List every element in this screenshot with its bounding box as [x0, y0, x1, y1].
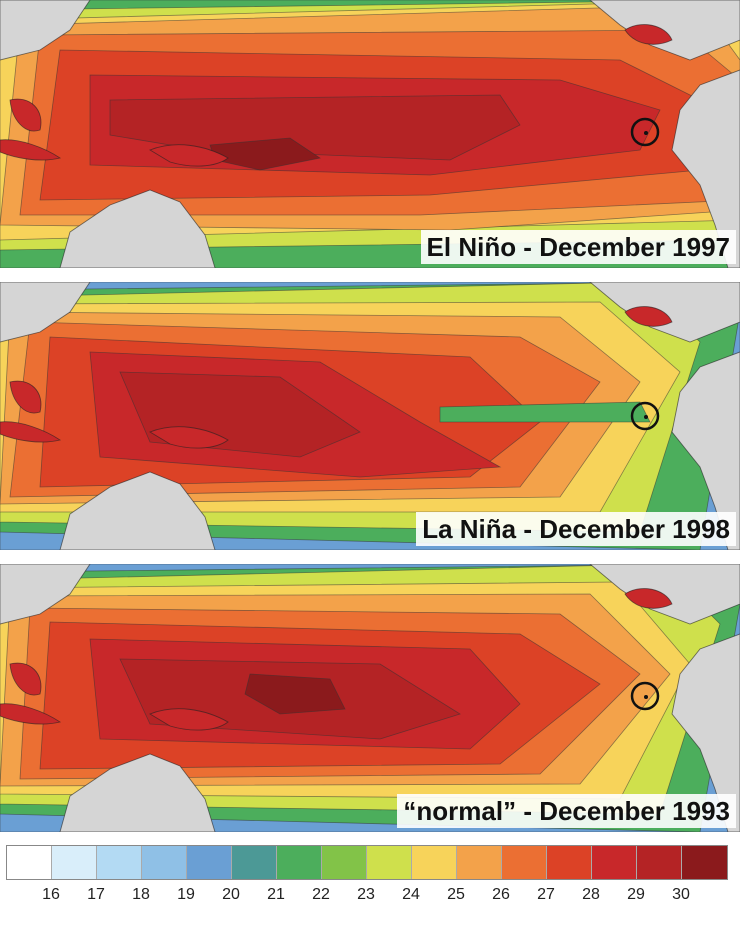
scale-swatch [502, 846, 547, 879]
australia-landmass [59, 189, 216, 268]
caribbean-islands [624, 306, 673, 327]
temperature-color-scale: 16 17 18 19 20 21 22 23 24 25 26 27 28 29 30 [6, 845, 734, 915]
scale-swatch [7, 846, 52, 879]
galapagos-circle-marker [630, 117, 660, 147]
scale-tick-label: 22 [312, 886, 330, 903]
scale-swatch [637, 846, 682, 879]
new-guinea-landmass [148, 426, 229, 449]
scale-tick-label: 26 [492, 886, 510, 903]
caribbean-islands [624, 24, 673, 45]
scale-swatch [52, 846, 97, 879]
java-island [0, 139, 62, 161]
sst-band-31 [244, 673, 346, 715]
sst-map-normal [0, 564, 740, 832]
scale-tick-label: 25 [447, 886, 465, 903]
color-scale-bar [6, 845, 728, 880]
panel-label-normal: “normal” - December 1993 [397, 794, 736, 828]
scale-tick-label: 28 [582, 886, 600, 903]
map-panel-el-nino: El Niño - December 1997 [0, 0, 740, 268]
australia-landmass [59, 753, 216, 832]
panel-label-la-nina: La Niña - December 1998 [416, 512, 736, 546]
americas-landmass [671, 351, 740, 550]
americas-landmass [671, 69, 740, 268]
scale-swatch [97, 846, 142, 879]
map-panel-la-nina: La Niña - December 1998 [0, 282, 740, 550]
caribbean-islands [624, 588, 673, 609]
scale-swatch [277, 846, 322, 879]
galapagos-circle-marker [630, 401, 660, 431]
borneo-island [9, 662, 42, 696]
scale-tick-label: 29 [627, 886, 645, 903]
scale-tick-label: 16 [42, 886, 60, 903]
scale-swatch [322, 846, 367, 879]
scale-swatch [547, 846, 592, 879]
americas-landmass [671, 633, 740, 832]
asia-landmass [0, 0, 91, 61]
panel-label-el-nino: El Niño - December 1997 [420, 230, 736, 264]
scale-tick-label: 17 [87, 886, 105, 903]
scale-tick-label: 30 [672, 886, 690, 903]
north-america-landmass [589, 282, 740, 343]
borneo-island [9, 380, 42, 414]
sst-map-el-nino [0, 0, 740, 268]
australia-landmass [59, 471, 216, 550]
sst-map-la-nina [0, 282, 740, 550]
scale-tick-label: 20 [222, 886, 240, 903]
scale-swatch [682, 846, 727, 879]
scale-tick-label: 23 [357, 886, 375, 903]
scale-swatch [412, 846, 457, 879]
java-island [0, 421, 62, 443]
galapagos-island [644, 695, 648, 699]
scale-swatch [232, 846, 277, 879]
sst-cold-tongue [439, 401, 651, 423]
new-guinea-landmass [148, 144, 229, 167]
asia-landmass [0, 282, 91, 343]
java-island [0, 703, 62, 725]
color-scale-ticks: 16 17 18 19 20 21 22 23 24 25 26 27 28 29 30 [6, 886, 734, 908]
north-america-landmass [589, 0, 740, 61]
borneo-island [9, 98, 42, 132]
scale-tick-label: 21 [267, 886, 285, 903]
scale-swatch [187, 846, 232, 879]
scale-swatch [592, 846, 637, 879]
galapagos-island [644, 131, 648, 135]
scale-swatch [457, 846, 502, 879]
scale-tick-label: 24 [402, 886, 420, 903]
galapagos-circle-marker [630, 681, 660, 711]
north-america-landmass [589, 564, 740, 625]
asia-landmass [0, 564, 91, 625]
scale-swatch [142, 846, 187, 879]
galapagos-island [644, 415, 648, 419]
scale-swatch [367, 846, 412, 879]
map-panel-normal: “normal” - December 1993 [0, 564, 740, 832]
scale-tick-label: 27 [537, 886, 555, 903]
scale-tick-label: 18 [132, 886, 150, 903]
scale-tick-label: 19 [177, 886, 195, 903]
sst-band-30 [109, 94, 521, 161]
new-guinea-landmass [148, 708, 229, 731]
